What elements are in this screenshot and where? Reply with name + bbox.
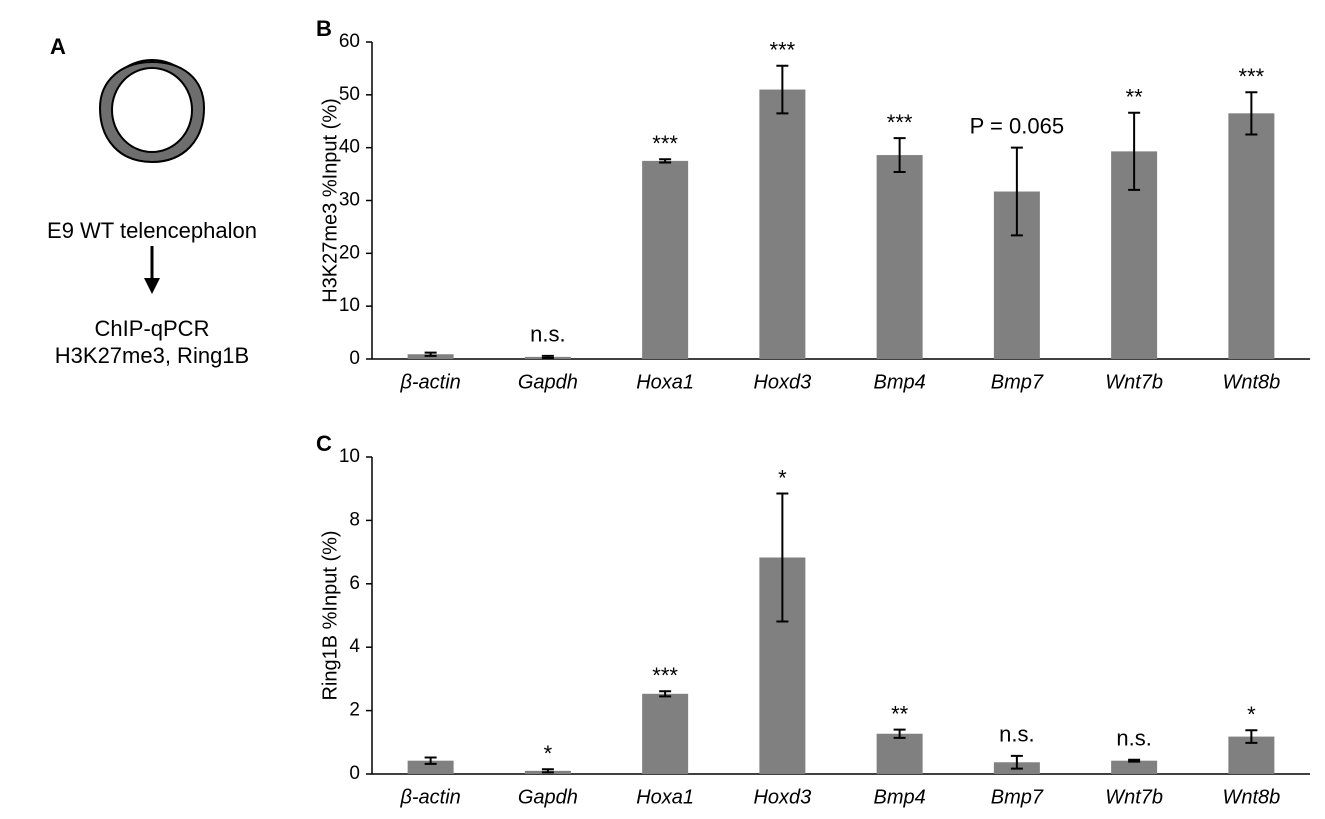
significance-label: *** [652,131,678,156]
error-bar [1245,91,1258,136]
significance-label: n.s. [999,722,1034,747]
y-axis-title: H3K27me3 %Input (%) [319,98,341,303]
bar [759,89,806,360]
error-bar [1010,754,1023,770]
y-tick-label: 60 [339,31,360,52]
significance-label: n.s. [530,322,565,347]
significance-label: ** [891,701,909,726]
panel-label: A [50,34,66,59]
y-axis-title: Ring1B %Input (%) [319,530,341,700]
significance-label: *** [887,110,913,135]
x-tick-label: β-actin [399,786,460,808]
x-tick-label: Bmp4 [874,786,926,808]
error-bar [893,728,906,739]
y-tick-label: 20 [339,242,360,263]
diagram-caption: E9 WT telencephalon [47,218,257,243]
significance-label: *** [652,663,678,688]
significance-label: n.s. [1116,726,1151,751]
y-tick-label: 10 [339,295,360,316]
x-tick-label: Bmp7 [991,371,1044,393]
significance-label: *** [1239,64,1265,89]
bar [1228,113,1275,359]
y-tick-label: 6 [349,573,360,594]
significance-label: * [1247,702,1256,727]
bar [642,160,689,359]
y-tick-label: 0 [349,348,360,369]
x-tick-label: Gapdh [518,371,578,393]
error-bar [659,158,672,164]
bar [1111,760,1158,774]
error-bar [1128,758,1141,763]
y-tick-label: 0 [349,763,360,784]
significance-label: * [778,465,787,490]
y-tick-label: 30 [339,190,360,211]
x-tick-label: Wnt7b [1105,371,1163,393]
arrow-head [144,278,160,294]
x-tick-label: Hoxd3 [753,786,811,808]
y-tick-label: 10 [339,446,360,467]
bar [407,760,454,774]
x-tick-label: Hoxa1 [636,786,694,808]
x-tick-label: β-actin [399,371,460,393]
significance-label: P = 0.065 [970,113,1064,138]
error-bar [776,492,789,623]
error-bar [893,137,906,173]
y-tick-label: 8 [349,509,360,530]
x-tick-label: Wnt8b [1222,371,1280,393]
panel-label: B [316,16,332,41]
diagram-targets: H3K27me3, Ring1B [55,343,249,368]
error-bar [424,756,437,765]
x-tick-label: Bmp7 [991,786,1044,808]
panel-label: C [316,431,332,456]
x-tick-label: Hoxd3 [753,371,811,393]
significance-label: *** [770,38,796,63]
error-bar [1128,111,1141,191]
error-bar [424,351,437,357]
x-tick-label: Hoxa1 [636,371,694,393]
bar [876,733,923,774]
diagram-method: ChIP-qPCR [95,316,210,341]
error-bar [1245,729,1258,744]
tissue-lumen [111,67,193,153]
x-tick-label: Gapdh [518,786,578,808]
bar [876,155,923,359]
y-tick-label: 4 [349,636,360,657]
error-bar [1010,146,1023,237]
error-bar [776,64,789,115]
x-tick-label: Wnt8b [1222,786,1280,808]
error-bar [541,354,554,359]
x-tick-label: Bmp4 [874,371,926,393]
bar [642,693,689,774]
significance-label: * [544,741,553,766]
y-tick-label: 50 [339,84,360,105]
y-tick-label: 2 [349,700,360,721]
y-tick-label: 40 [339,137,360,158]
error-bar [659,690,672,698]
significance-label: ** [1126,85,1144,110]
error-bar [541,768,554,774]
x-tick-label: Wnt7b [1105,786,1163,808]
